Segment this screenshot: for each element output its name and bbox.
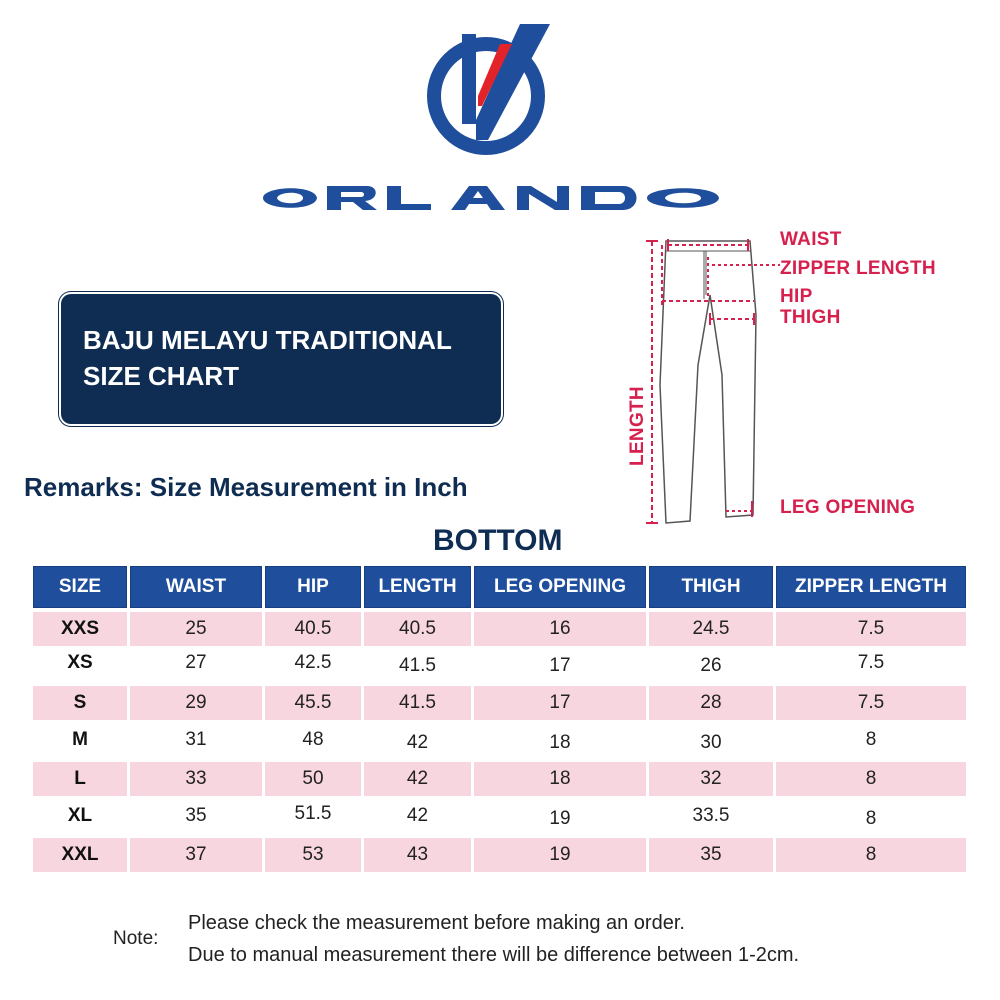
table-cell: 42 (364, 762, 471, 796)
header-size: SIZE (33, 566, 127, 608)
table-cell: 8 (776, 838, 966, 872)
table-cell: 19 (549, 808, 571, 829)
table-cell: 8 (776, 762, 966, 796)
table-cell: 33.5 (692, 805, 730, 826)
table-cell: 8 (865, 729, 877, 750)
note-line-1: Please check the measurement before maki… (188, 912, 685, 934)
label-zipper-length: ZIPPER LENGTH (780, 258, 936, 279)
label-waist: WAIST (780, 229, 842, 250)
header-thigh: THIGH (649, 566, 773, 608)
table-cell: 42 (406, 805, 429, 826)
table-cell: 43 (364, 838, 471, 872)
header-zipper-length: ZIPPER LENGTH (776, 566, 966, 608)
pants-illustration (646, 239, 780, 524)
table-cell: 32 (649, 762, 773, 796)
note-label: Note: (113, 928, 159, 949)
table-cell: 7.5 (776, 686, 966, 720)
title-line-1: BAJU MELAYU TRADITIONAL (83, 325, 452, 355)
table-cell: 35 (649, 838, 773, 872)
table-cell-size: M (72, 729, 88, 750)
header-waist: WAIST (130, 566, 262, 608)
label-length: LENGTH (626, 386, 648, 466)
table-cell: 33 (130, 762, 262, 796)
table-cell: 25 (130, 612, 262, 646)
table-cell: 50 (265, 762, 361, 796)
table-cell: 31 (185, 729, 207, 750)
table-cell: 28 (649, 686, 773, 720)
size-chart-title-box: BAJU MELAYU TRADITIONAL SIZE CHART (63, 296, 499, 422)
table-cell: 7.5 (857, 652, 885, 673)
table-cell: 53 (265, 838, 361, 872)
orlando-logo-mark (427, 24, 550, 155)
table-cell: 19 (474, 838, 646, 872)
orlando-logo-wordmark (263, 186, 719, 210)
table-cell: 26 (700, 655, 722, 676)
table-cell: 40.5 (364, 612, 471, 646)
label-hip: HIP (780, 286, 813, 307)
table-cell-size: XL (67, 805, 93, 826)
table-cell: 37 (130, 838, 262, 872)
table-cell-size: XXS (33, 612, 127, 646)
header-hip: HIP (265, 566, 361, 608)
table-cell: 45.5 (265, 686, 361, 720)
table-cell-size: XS (67, 652, 93, 673)
title-line-2: SIZE CHART (83, 361, 239, 391)
table-cell: 7.5 (776, 612, 966, 646)
table-cell: 18 (549, 732, 571, 753)
table-cell-size: L (33, 762, 127, 796)
table-cell: 18 (474, 762, 646, 796)
table-cell-size: XXL (33, 838, 127, 872)
header-leg-opening: LEG OPENING (474, 566, 646, 608)
table-cell: 17 (474, 686, 646, 720)
table-cell: 41.5 (399, 655, 436, 676)
table-cell: 42.5 (294, 652, 332, 673)
table-cell: 35 (185, 805, 207, 826)
table-cell: 41.5 (364, 686, 471, 720)
pants-measurement-diagram: WAIST ZIPPER LENGTH HIP THIGH LEG OPENIN… (620, 225, 990, 535)
table-cell: 24.5 (649, 612, 773, 646)
section-title: BOTTOM (433, 524, 563, 557)
table-cell: 51.5 (294, 803, 332, 824)
table-cell: 42 (406, 732, 429, 753)
table-cell: 27 (185, 652, 207, 673)
table-cell: 30 (700, 732, 722, 753)
table-cell: 8 (865, 808, 877, 829)
remarks-text: Remarks: Size Measurement in Inch (24, 472, 468, 502)
table-cell: 40.5 (265, 612, 361, 646)
table-cell: 29 (130, 686, 262, 720)
table-cell: 17 (549, 655, 571, 676)
note-line-2: Due to manual measurement there will be … (188, 944, 800, 966)
table-cell-size: S (33, 686, 127, 720)
label-leg-opening: LEG OPENING (780, 497, 916, 518)
label-thigh: THIGH (780, 307, 841, 328)
header-length: LENGTH (364, 566, 471, 608)
table-cell: 48 (302, 729, 324, 750)
table-cell: 16 (474, 612, 646, 646)
